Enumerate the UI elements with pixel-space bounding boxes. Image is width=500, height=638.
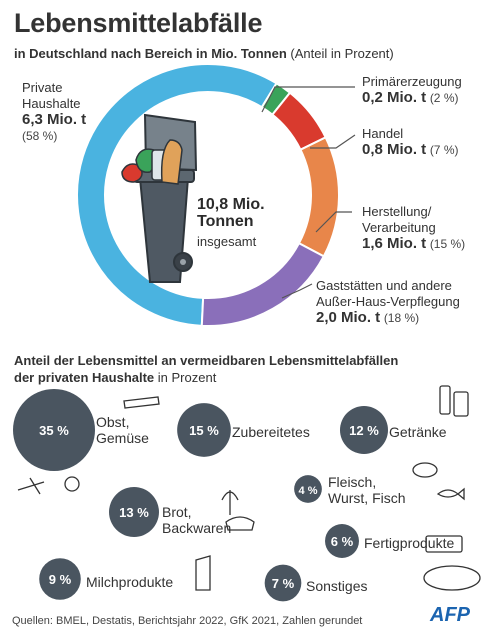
bubble-fertig-value: 6 % [331,534,354,549]
cucumber-icon [124,397,159,408]
bubble-label-zubereitetes: Zubereitetes [232,424,310,440]
bubble-label-getraenke: Getränke [389,424,447,440]
bubble-fleisch-value: 4 % [299,485,318,497]
carton-icon [454,392,468,416]
bubble-brot-value: 13 % [119,505,149,520]
bubble-milch-value: 9 % [49,572,72,587]
bubble-label-obst: Obst, Gemüse [96,414,168,446]
bubble-label-sonstiges: Sonstiges [306,578,367,594]
bubble-getraenke-value: 12 % [349,423,379,438]
bubble-label-brot: Brot, Backwaren [162,504,242,536]
bubble-sonstiges-value: 7 % [272,576,295,591]
source-footer: Quellen: BMEL, Destatis, Berichtsjahr 20… [12,615,362,627]
afp-logo: AFP [430,604,470,627]
bubble-label-fertig: Fertigprodukte [364,535,454,551]
bubble-zubereitetes-value: 15 % [189,423,219,438]
bubble-obst-value: 35 % [39,423,69,438]
apple-icon [65,477,79,491]
bubble-label-fleisch: Fleisch, Wurst, Fisch [328,474,418,506]
milk-carton-icon [196,556,210,590]
fish-icon [438,489,464,499]
bubble-label-milch: Milchprodukte [86,574,173,590]
carrot-icon [18,478,44,494]
bottle-icon [440,386,450,414]
pizza-box-icon [424,566,480,590]
